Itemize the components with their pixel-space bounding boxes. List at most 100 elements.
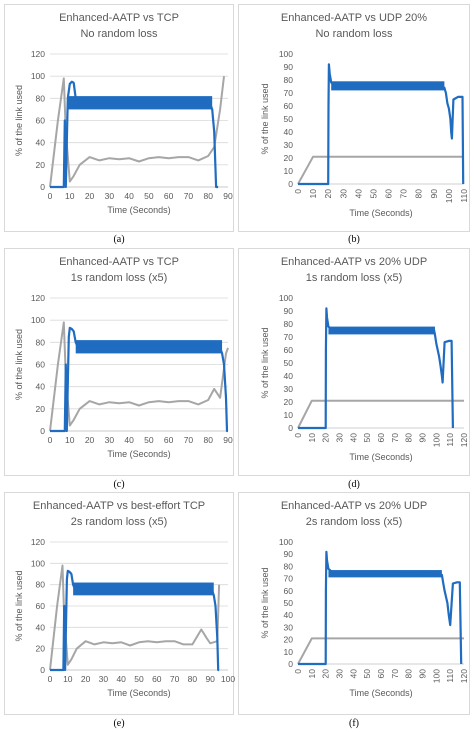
x-tick-label: 80 xyxy=(414,189,424,199)
y-tick-label: 80 xyxy=(284,319,294,329)
series-line-main xyxy=(298,550,463,666)
x-tick-label: 20 xyxy=(323,189,333,199)
chart-frame xyxy=(4,4,234,232)
y-tick-label: 120 xyxy=(31,537,45,547)
x-tick-label: 120 xyxy=(459,433,469,447)
chart-c: Enhanced-AATP vs TCP 1s random loss (x5) 0… xyxy=(4,248,234,476)
chart-panel-d: Enhanced-AATP vs 20% UDP 1s random loss (… xyxy=(238,248,470,476)
x-tick-label: 40 xyxy=(124,435,134,445)
y-tick-label: 100 xyxy=(31,71,45,81)
series-line-secondary xyxy=(297,155,464,185)
y-axis-label: % of the link used xyxy=(14,85,24,156)
y-tick-label: 70 xyxy=(284,332,294,342)
chart-title: Enhanced-AATP vs UDP 20% xyxy=(281,12,427,24)
x-tick-label: 110 xyxy=(459,189,469,203)
y-tick-label: 0 xyxy=(288,659,293,669)
x-tick-label: 100 xyxy=(431,433,441,447)
chart-frame xyxy=(4,248,234,476)
y-axis-label: % of the link used xyxy=(14,570,24,641)
y-tick-label: 50 xyxy=(284,114,294,124)
x-tick-label: 0 xyxy=(293,669,303,674)
chart-frame xyxy=(238,248,470,476)
y-tick-label: 100 xyxy=(279,293,293,303)
chart-frame xyxy=(4,492,234,715)
y-tick-label: 10 xyxy=(284,410,294,420)
y-tick-label: 20 xyxy=(284,397,294,407)
y-axis-label: % of the link used xyxy=(260,567,270,638)
x-tick-label: 0 xyxy=(48,435,53,445)
x-tick-label: 70 xyxy=(184,435,194,445)
y-tick-label: 100 xyxy=(31,558,45,568)
x-tick-label: 110 xyxy=(445,433,455,447)
series-line-secondary xyxy=(49,564,221,671)
y-tick-label: 40 xyxy=(284,127,294,137)
y-tick-label: 70 xyxy=(284,574,294,584)
chart-panel-b: Enhanced-AATP vs UDP 20% No random loss 0 1… xyxy=(238,4,470,232)
y-tick-label: 60 xyxy=(284,586,294,596)
chart-panel-f: Enhanced-AATP vs 20% UDP 2s random loss (… xyxy=(238,492,470,715)
x-tick-label: 80 xyxy=(404,433,414,443)
chart-subtitle: No random loss xyxy=(80,28,158,40)
x-tick-label: 80 xyxy=(203,191,213,201)
chart-title: Enhanced-AATP vs TCP xyxy=(59,12,179,24)
caption-b: (b) xyxy=(348,234,360,245)
y-tick-label: 40 xyxy=(36,382,46,392)
x-tick-label: 60 xyxy=(376,433,386,443)
chart-a: Enhanced-AATP vs TCP No random loss 0 20 40 6… xyxy=(4,4,234,232)
y-tick-label: 60 xyxy=(36,116,46,126)
y-tick-label: 100 xyxy=(279,537,293,547)
x-tick-label: 20 xyxy=(321,669,331,679)
x-tick-label: 50 xyxy=(144,191,154,201)
x-tick-label: 70 xyxy=(390,433,400,443)
x-tick-label: 20 xyxy=(85,435,95,445)
x-tick-label: 100 xyxy=(221,674,235,684)
x-tick-label: 70 xyxy=(170,674,180,684)
x-axis-label: Time (Seconds) xyxy=(349,452,412,462)
chart-f: Enhanced-AATP vs 20% UDP 2s random loss (… xyxy=(238,492,470,715)
y-tick-label: 40 xyxy=(284,610,294,620)
y-tick-label: 30 xyxy=(284,622,294,632)
x-tick-label: 10 xyxy=(308,189,318,199)
chart-panel-e: Enhanced-AATP vs best-effort TCP 2s rando… xyxy=(4,492,235,715)
x-tick-label: 30 xyxy=(105,191,115,201)
x-tick-label: 50 xyxy=(362,669,372,679)
x-tick-label: 40 xyxy=(348,669,358,679)
x-tick-label: 50 xyxy=(368,189,378,199)
series-line-main xyxy=(50,569,220,672)
y-tick-label: 100 xyxy=(279,49,293,59)
x-tick-label: 60 xyxy=(164,191,174,201)
y-tick-label: 80 xyxy=(284,561,294,571)
chart-subtitle: 2s random loss (x5) xyxy=(306,516,403,528)
x-tick-label: 100 xyxy=(431,669,441,683)
chart-panel-c: Enhanced-AATP vs TCP 1s random loss (x5) 0… xyxy=(4,248,234,476)
x-tick-label: 100 xyxy=(444,189,454,203)
chart-e: Enhanced-AATP vs best-effort TCP 2s rando… xyxy=(4,492,235,715)
caption-e: (e) xyxy=(113,718,125,729)
series-line-secondary xyxy=(297,399,464,429)
chart-subtitle: No random loss xyxy=(315,28,393,40)
caption-a: (a) xyxy=(113,234,125,245)
x-tick-label: 90 xyxy=(205,674,215,684)
x-tick-label: 60 xyxy=(384,189,394,199)
y-tick-label: 70 xyxy=(284,88,294,98)
x-tick-label: 50 xyxy=(134,674,144,684)
x-tick-label: 0 xyxy=(293,433,303,438)
x-tick-label: 70 xyxy=(399,189,409,199)
y-tick-label: 0 xyxy=(40,426,45,436)
x-tick-label: 10 xyxy=(63,674,73,684)
caption-d: (d) xyxy=(348,479,360,490)
y-tick-label: 80 xyxy=(36,337,46,347)
y-tick-label: 90 xyxy=(284,549,294,559)
x-tick-label: 10 xyxy=(65,191,75,201)
series-line-secondary xyxy=(49,76,225,188)
caption-c: (c) xyxy=(113,479,125,490)
x-tick-label: 60 xyxy=(376,669,386,679)
x-tick-label: 30 xyxy=(335,433,345,443)
x-axis-label: Time (Seconds) xyxy=(107,205,170,215)
y-tick-label: 20 xyxy=(36,160,46,170)
chart-d: Enhanced-AATP vs 20% UDP 1s random loss (… xyxy=(238,248,470,476)
x-tick-label: 40 xyxy=(348,433,358,443)
x-tick-label: 10 xyxy=(65,435,75,445)
y-tick-label: 0 xyxy=(288,423,293,433)
series-line-main xyxy=(50,326,229,433)
